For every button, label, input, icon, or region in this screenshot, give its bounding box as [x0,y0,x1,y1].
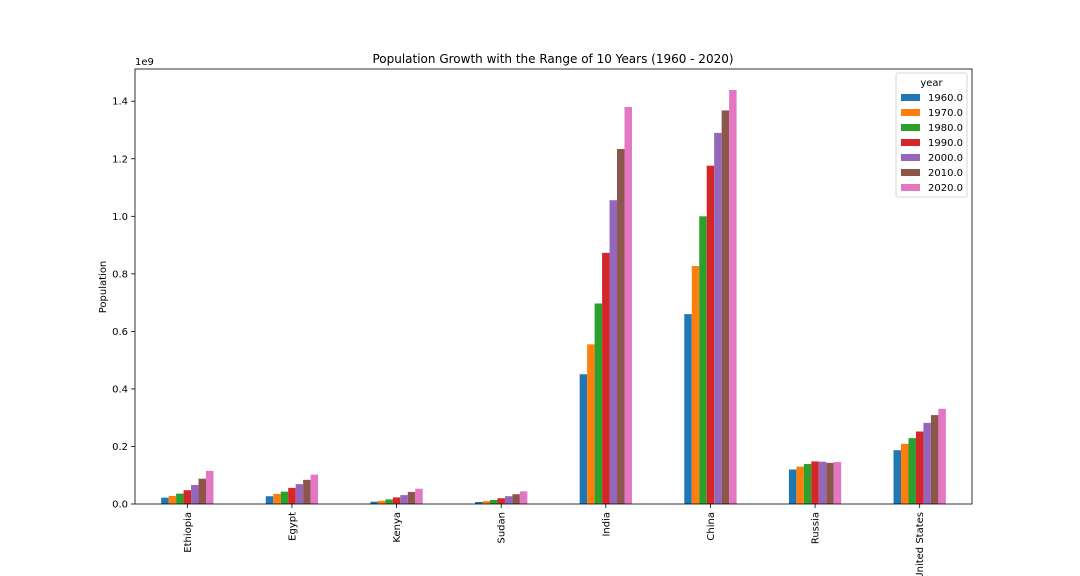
bar-sudan-1990 [497,498,505,504]
bar-china-2020 [729,90,737,504]
legend-swatch [901,109,920,116]
bar-united-states-1970 [901,443,909,504]
y-tick-label: 0.4 [112,384,128,395]
legend-title: year [920,78,943,89]
bar-sudan-1970 [482,501,490,504]
bar-india-2010 [617,148,625,504]
bar-united-states-2020 [938,408,946,504]
x-tick-label: India [601,512,612,537]
bar-china-1990 [706,165,715,504]
y-axis-label: Population [98,261,109,314]
bar-russia-2000 [818,461,827,504]
legend-entry-label: 1980.0 [928,123,963,134]
y-axis: 0.0 0.2 0.4 0.6 0.8 1.0 1.2 1.4 [112,97,135,511]
legend-entry-label: 2020.0 [928,183,963,194]
x-tick-label: Ethiopia [183,512,194,553]
y-tick-label: 0.2 [112,442,128,453]
bar-sudan-2000 [504,496,513,504]
legend-entry-label: 1960.0 [928,93,963,104]
legend-swatch [901,94,920,101]
bar-kenya-1980 [385,499,393,504]
bar-ethiopia-1990 [183,490,192,504]
bar-india-1960 [579,374,588,504]
bar-india-1970 [587,344,595,504]
bar-india-2020 [624,106,632,504]
bar-united-states-2010 [930,415,939,504]
bar-russia-1980 [803,464,812,504]
bar-ethiopia-1960 [161,497,169,504]
y-tick-label: 0.8 [112,269,128,280]
bar-sudan-2010 [512,494,520,504]
legend-swatch [901,139,920,146]
bar-sudan-2020 [519,491,528,504]
bar-russia-2010 [826,462,834,504]
x-tick-label: United States [915,512,926,576]
bar-egypt-2020 [310,474,319,504]
bar-sudan-1960 [475,501,483,504]
bar-india-2000 [609,200,618,504]
bar-russia-1990 [811,461,819,504]
x-tick-label: Russia [811,512,822,544]
bar-ethiopia-2020 [205,470,214,504]
legend-entry-label: 1970.0 [928,108,963,119]
y-tick-label: 1.2 [112,154,128,165]
bar-united-states-1980 [908,438,916,504]
bar-kenya-1990 [392,497,401,504]
legend-swatch [901,124,920,131]
legend-swatch [901,169,920,176]
bar-egypt-2010 [303,479,311,504]
bars-group [161,90,946,505]
y-tick-label: 1.4 [112,97,128,108]
legend-entry-label: 2000.0 [928,153,963,164]
bar-russia-2020 [833,461,842,504]
bar-china-2000 [714,132,722,504]
bar-ethiopia-1970 [168,495,177,504]
y-tick-label: 1.0 [112,212,128,223]
bar-united-states-1960 [893,450,902,504]
legend: year 1960.0 1970.0 1980.0 1990.0 2000.0 2010.0… [895,72,968,198]
bar-sudan-1980 [489,499,498,504]
bar-kenya-2020 [415,488,423,504]
bar-ethiopia-2000 [191,485,199,504]
bar-kenya-2000 [400,495,408,504]
bar-russia-1960 [788,469,797,504]
bar-kenya-1970 [377,500,386,504]
y-tick-label: 0.6 [112,327,128,338]
x-tick-label: Kenya [392,512,403,543]
legend-entry-label: 2010.0 [928,168,963,179]
legend-swatch [901,154,920,161]
legend-swatch [901,184,920,191]
x-tick-label: Sudan [497,512,508,544]
bar-egypt-2000 [295,484,304,504]
bar-china-1980 [699,216,707,505]
bar-india-1990 [602,252,610,504]
x-axis: Ethiopia Egypt Kenya Sudan India China Russia U… [183,504,926,576]
chart-title: Population Growth with the Range of 10 Y… [372,52,733,66]
x-tick-label: China [706,512,717,541]
bar-egypt-1990 [288,487,296,504]
bar-india-1980 [594,303,603,504]
bar-united-states-2000 [923,422,931,504]
bar-china-2010 [721,110,730,504]
bar-egypt-1980 [280,491,289,504]
bar-egypt-1960 [265,496,274,504]
bar-china-1970 [691,266,700,504]
bar-ethiopia-2010 [198,478,206,504]
bar-kenya-2010 [407,491,416,504]
y-axis-scale-label: 1e9 [135,57,154,68]
bar-china-1960 [684,314,692,504]
plot-frame [134,68,973,505]
legend-frame [895,72,968,198]
y-tick-label: 0.0 [112,500,128,511]
bar-egypt-1970 [273,493,281,504]
bar-kenya-1960 [370,501,378,504]
x-tick-label: Egypt [287,512,298,541]
bar-ethiopia-1980 [176,493,184,504]
bar-russia-1970 [796,466,804,504]
bar-united-states-1990 [915,431,924,504]
legend-entry-label: 1990.0 [928,138,963,149]
